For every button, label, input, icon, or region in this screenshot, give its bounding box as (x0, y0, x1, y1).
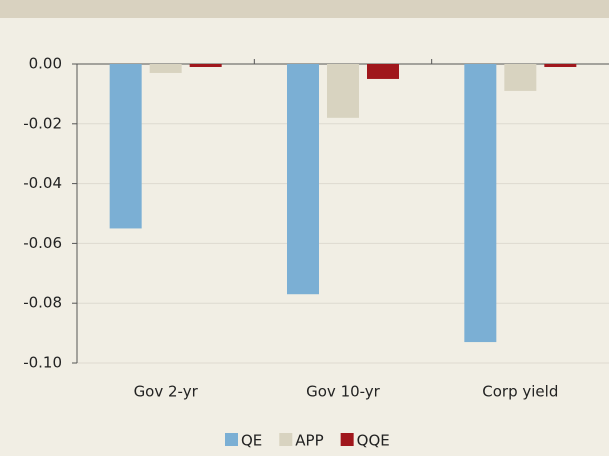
bar (189, 64, 222, 67)
y-tick-label: -0.06 (23, 234, 62, 252)
legend-swatch (279, 433, 293, 446)
bar (544, 64, 577, 67)
bar (504, 64, 537, 91)
legend-label: APP (295, 432, 323, 450)
y-tick-label: -0.08 (23, 294, 62, 312)
x-tick-label: Gov 10-yr (306, 383, 381, 401)
y-tick-label: 0.00 (29, 55, 62, 73)
header-band (0, 0, 609, 18)
y-tick-label: -0.04 (23, 174, 62, 192)
legend-swatch (340, 433, 354, 446)
bar (327, 64, 359, 118)
y-tick-label: -0.10 (23, 354, 62, 372)
legend-label: QQE (357, 432, 390, 450)
bar (149, 64, 182, 73)
x-tick-label: Corp yield (482, 383, 558, 401)
x-tick-label: Gov 2-yr (134, 383, 199, 401)
legend-swatch (225, 433, 238, 446)
y-tick-label: -0.02 (23, 114, 62, 132)
bar (464, 64, 497, 343)
bar (109, 64, 142, 229)
bar (367, 64, 399, 79)
legend-label: QE (241, 432, 262, 450)
bar (287, 64, 319, 295)
